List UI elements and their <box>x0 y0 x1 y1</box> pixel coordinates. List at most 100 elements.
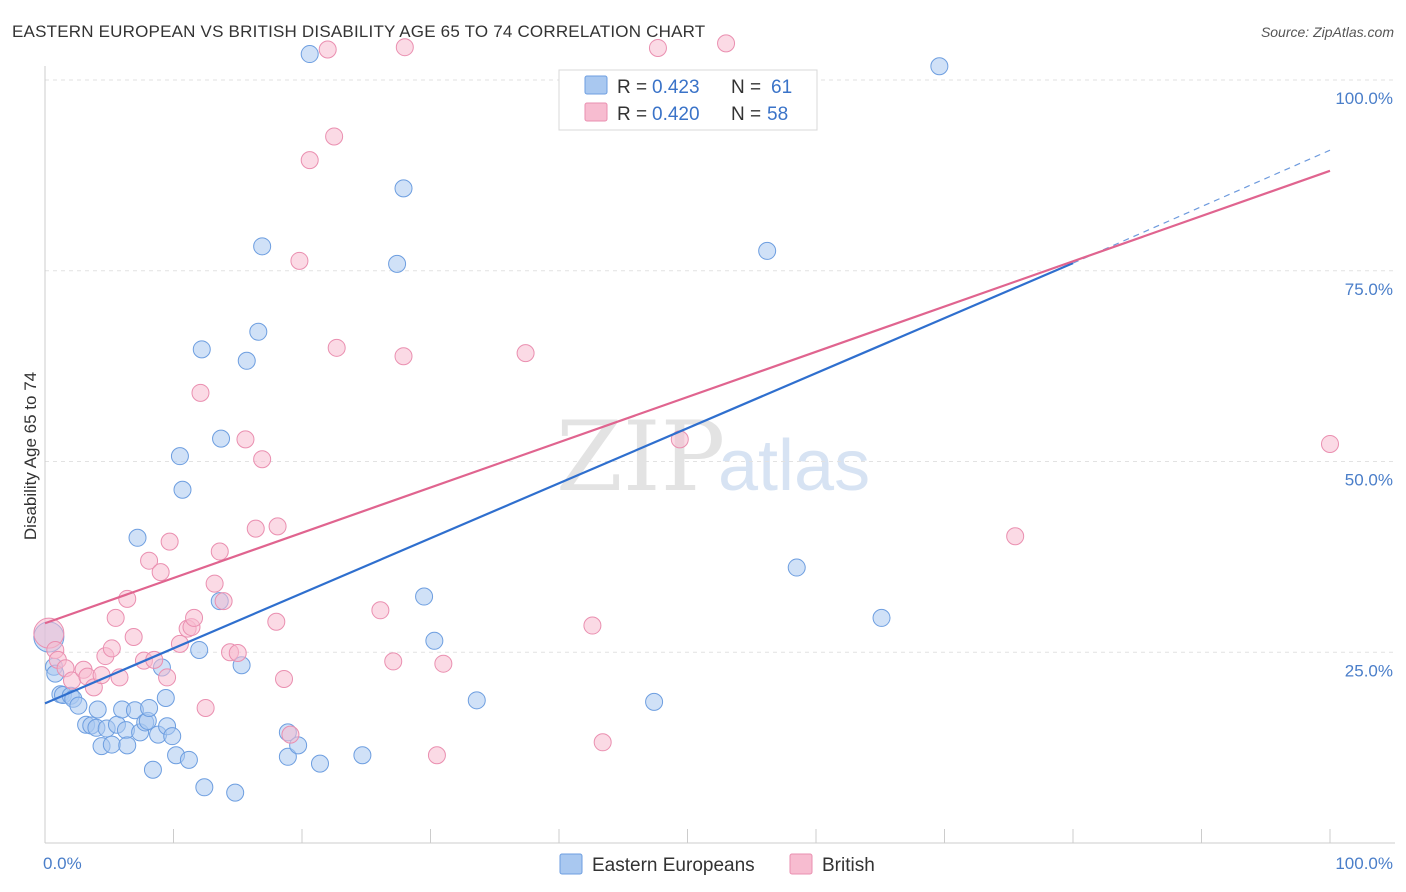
scatter-point <box>371 601 390 620</box>
scatter-point <box>205 574 224 593</box>
scatter-point <box>195 778 214 797</box>
legend-r-label-blue: R = <box>617 77 647 98</box>
scatter-point <box>300 45 319 64</box>
series-eastern-europeans <box>33 45 949 802</box>
scatter-point <box>327 338 346 357</box>
legend-r-label-pink: R = <box>617 104 647 125</box>
scatter-point <box>253 237 272 256</box>
scatter-point <box>106 608 125 627</box>
chart-title: EASTERN EUROPEAN VS BRITISH DISABILITY A… <box>12 22 706 41</box>
watermark-zip: ZIP <box>556 401 725 513</box>
trend-line <box>44 169 1331 625</box>
scatter-point <box>69 696 88 715</box>
scatter-point <box>281 725 300 744</box>
scatter-point <box>415 587 434 606</box>
legend-swatch-blue <box>584 75 608 95</box>
legend-swatch-pink <box>584 102 608 122</box>
scatter-point <box>246 519 265 538</box>
scatter-point <box>140 551 159 570</box>
scatter-point <box>930 57 949 76</box>
legend-swatch-british <box>789 853 813 875</box>
scatter-point <box>593 733 612 752</box>
scatter-point <box>268 517 287 536</box>
legend-r-value-blue: 0.423 <box>652 77 700 98</box>
scatter-point <box>325 127 344 146</box>
y-tick-label: 100.0% <box>1335 89 1393 108</box>
scatter-point <box>88 700 107 719</box>
legend-n-value-blue: 61 <box>771 77 792 98</box>
scatter-point <box>143 760 162 779</box>
scatter-point <box>170 447 189 466</box>
legend-r-value-pink: 0.420 <box>652 104 700 125</box>
scatter-point <box>190 640 209 659</box>
scatter-point <box>236 430 255 449</box>
legend-label-eastern-europeans: Eastern Europeans <box>592 855 755 876</box>
scatter-point <box>192 340 211 359</box>
legend-n-value-pink: 58 <box>767 104 788 125</box>
scatter-point <box>249 322 268 341</box>
scatter-point <box>318 40 337 59</box>
scatter-point <box>124 627 143 646</box>
correlation-legend: R = 0.423 N = 61 R = 0.420 N = 58 <box>558 69 818 131</box>
scatter-point <box>102 639 121 658</box>
scatter-point <box>1321 434 1339 453</box>
scatter-point <box>395 38 414 57</box>
legend-n-label-blue: N = <box>731 77 761 98</box>
scatter-point <box>583 616 602 635</box>
scatter-point <box>214 592 233 611</box>
scatter-point <box>645 692 664 711</box>
legend-n-label-pink: N = <box>731 104 761 125</box>
scatter-point <box>102 735 121 754</box>
scatter-point <box>648 38 667 57</box>
scatter-point <box>185 608 204 627</box>
scatter-point <box>163 727 182 746</box>
scatter-point <box>427 746 446 765</box>
scatter-point <box>237 351 256 370</box>
axes <box>44 66 1395 844</box>
scatter-point <box>267 612 286 631</box>
scatter-point <box>300 151 319 170</box>
scatter-point <box>787 558 806 577</box>
scatter-point <box>275 669 294 688</box>
trend-lines <box>44 149 1331 705</box>
source-label: Source: ZipAtlas.com <box>1260 24 1394 40</box>
scatter-point <box>151 563 170 582</box>
scatter-point <box>310 754 329 773</box>
scatter-point <box>156 689 175 708</box>
scatter-point <box>118 736 137 755</box>
scatter-point <box>384 652 403 671</box>
scatter-point <box>425 631 444 650</box>
scatter-point <box>278 747 297 766</box>
x-tick-label: 100.0% <box>1335 854 1393 873</box>
scatter-point <box>758 241 777 260</box>
scatter-point <box>173 480 192 499</box>
scatter-point <box>290 251 309 270</box>
scatter-point <box>212 429 231 448</box>
y-tick-label: 25.0% <box>1345 661 1393 680</box>
scatter-point <box>467 691 486 710</box>
scatter-point <box>158 668 177 687</box>
watermark-atlas: atlas <box>718 426 870 506</box>
scatter-point <box>394 347 413 366</box>
y-tick-label: 50.0% <box>1345 471 1393 490</box>
legend-swatch-eastern-europeans <box>559 853 583 875</box>
scatter-point <box>1006 527 1025 546</box>
y-tick-label: 75.0% <box>1345 280 1393 299</box>
scatter-point <box>353 746 372 765</box>
series-british <box>33 34 1339 765</box>
trend-line <box>44 262 1074 705</box>
scatter-point <box>253 450 272 469</box>
tick-labels: 100.0% 75.0% 50.0% 25.0% 0.0% 100.0% <box>43 89 1393 873</box>
scatter-point <box>196 698 215 717</box>
trend-line-extension <box>1072 149 1331 264</box>
series-legend: Eastern Europeans British <box>559 853 875 876</box>
scatter-point <box>191 383 210 402</box>
legend-label-british: British <box>822 855 875 876</box>
y-axis-label: Disability Age 65 to 74 <box>21 372 40 540</box>
scatter-point <box>118 589 137 608</box>
scatter-point <box>226 783 245 802</box>
scatter-point <box>210 542 229 561</box>
scatter-point <box>717 34 736 53</box>
scatter-point <box>388 254 407 273</box>
